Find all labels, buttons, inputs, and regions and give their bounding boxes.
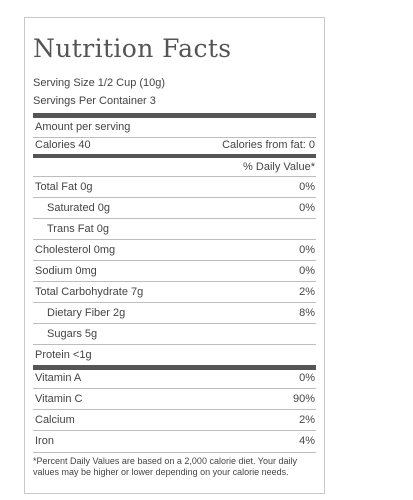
vitamin-row: Vitamin A 0%: [33, 368, 316, 389]
nutrient-row: Cholesterol 0mg 0%: [33, 240, 316, 261]
amount-per-serving-row: Amount per serving: [33, 117, 316, 138]
divider: [33, 388, 316, 389]
divider: [33, 430, 316, 431]
nutrition-label-panel: [24, 17, 325, 494]
nutrient-row: Dietary Fiber 2g 8%: [33, 303, 316, 324]
servings-per-container: Servings Per Container 3: [33, 95, 156, 107]
medium-divider: [33, 154, 316, 158]
nutrient-label: Sodium 0mg: [35, 265, 97, 277]
divider: [33, 218, 316, 219]
vitamin-row: Vitamin C 90%: [33, 389, 316, 410]
nutrient-value: 0%: [299, 181, 315, 193]
nutrient-row: Total Fat 0g 0%: [33, 177, 316, 198]
vitamin-label: Calcium: [35, 414, 75, 426]
divider: [33, 323, 316, 324]
label-title: Nutrition Facts: [33, 34, 232, 63]
divider: [33, 281, 316, 282]
divider: [33, 344, 316, 345]
vitamin-label: Iron: [35, 435, 54, 447]
divider: [33, 452, 316, 453]
vitamin-row: Calcium 2%: [33, 410, 316, 431]
amount-per-serving-label: Amount per serving: [35, 121, 131, 133]
nutrient-row: Protein <1g: [33, 345, 316, 366]
vitamin-value: 0%: [299, 372, 315, 384]
calories-from-fat: Calories from fat: 0: [222, 139, 315, 151]
nutrient-row: Saturated 0g 0%: [33, 198, 316, 219]
nutrient-value: 0%: [299, 244, 315, 256]
vitamin-value: 90%: [292, 393, 315, 405]
nutrient-value: 8%: [299, 307, 315, 319]
divider: [33, 302, 316, 303]
nutrient-label: Saturated 0g: [47, 202, 110, 214]
nutrient-row: Trans Fat 0g: [33, 219, 316, 240]
divider: [33, 197, 316, 198]
nutrient-label: Trans Fat 0g: [47, 223, 109, 235]
vitamin-value: 4%: [299, 435, 315, 447]
nutrient-row: Total Carbohydrate 7g 2%: [33, 282, 316, 303]
nutrient-label: Cholesterol 0mg: [35, 244, 116, 256]
daily-value-footnote: *Percent Daily Values are based on a 2,0…: [33, 456, 298, 477]
nutrient-value: 2%: [299, 286, 315, 298]
vitamin-label: Vitamin A: [35, 372, 82, 384]
daily-value-header: % Daily Value*: [243, 161, 315, 173]
calories-row: Calories 40 Calories from fat: 0: [33, 135, 316, 156]
divider: [33, 137, 316, 138]
vitamin-row: Iron 4%: [33, 431, 316, 452]
nutrient-label: Total Fat 0g: [35, 181, 93, 193]
nutrient-row: Sodium 0mg 0%: [33, 261, 316, 282]
calories-label: Calories 40: [35, 139, 91, 151]
vitamin-value: 2%: [299, 414, 315, 426]
thick-divider: [33, 365, 316, 370]
thick-divider: [33, 113, 316, 118]
divider: [33, 409, 316, 410]
nutrient-value: 0%: [299, 265, 315, 277]
nutrient-row: Sugars 5g: [33, 324, 316, 345]
daily-value-header-row: % Daily Value*: [33, 157, 316, 178]
vitamin-label: Vitamin C: [35, 393, 83, 405]
nutrient-value: 0%: [299, 202, 315, 214]
divider: [33, 239, 316, 240]
nutrient-label: Sugars 5g: [47, 328, 98, 340]
nutrient-label: Total Carbohydrate 7g: [35, 286, 144, 298]
nutrient-label: Protein <1g: [35, 349, 92, 361]
divider: [33, 260, 316, 261]
nutrient-label: Dietary Fiber 2g: [47, 307, 126, 319]
divider: [33, 176, 316, 177]
serving-size: Serving Size 1/2 Cup (10g): [33, 77, 166, 89]
